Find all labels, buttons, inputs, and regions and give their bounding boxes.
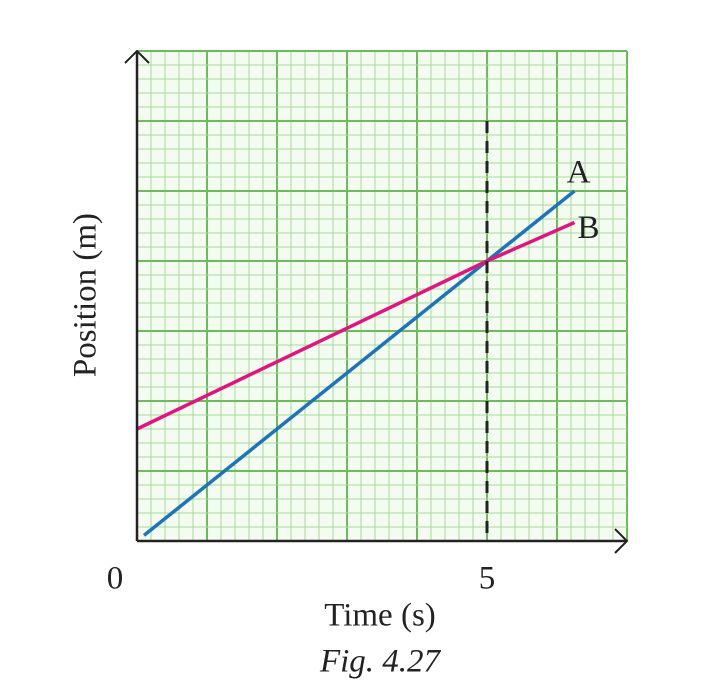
series-label: B	[577, 210, 599, 246]
x-tick-label: 0	[107, 561, 124, 597]
x-tick-label: 5	[479, 561, 496, 597]
y-axis-arrow	[124, 49, 150, 64]
x-axis-arrow	[614, 528, 629, 554]
x-axis-label: Time (s)	[324, 598, 436, 634]
y-axis-label: Position (m)	[68, 213, 104, 377]
caption: Fig. 4.27	[319, 644, 442, 680]
grid	[136, 50, 628, 542]
grid-background	[137, 51, 627, 541]
series-label: A	[567, 155, 591, 191]
